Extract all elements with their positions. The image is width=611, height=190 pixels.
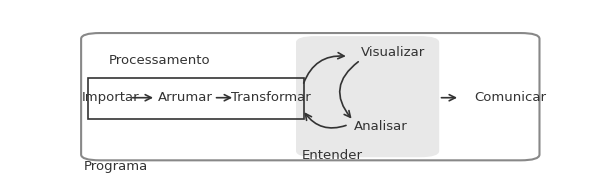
Text: Importar: Importar	[82, 91, 139, 104]
Text: Visualizar: Visualizar	[360, 46, 425, 59]
Bar	[88, 78, 304, 119]
Text: Analisar: Analisar	[354, 120, 408, 133]
Text: Arrumar: Arrumar	[158, 91, 213, 104]
Text: Programa: Programa	[84, 160, 148, 173]
FancyBboxPatch shape	[81, 33, 540, 160]
Text: Processamento: Processamento	[108, 54, 210, 67]
Text: Entender: Entender	[302, 149, 362, 162]
Text: Transformar: Transformar	[230, 91, 310, 104]
FancyBboxPatch shape	[296, 37, 439, 157]
Text: Comunicar: Comunicar	[474, 91, 546, 104]
